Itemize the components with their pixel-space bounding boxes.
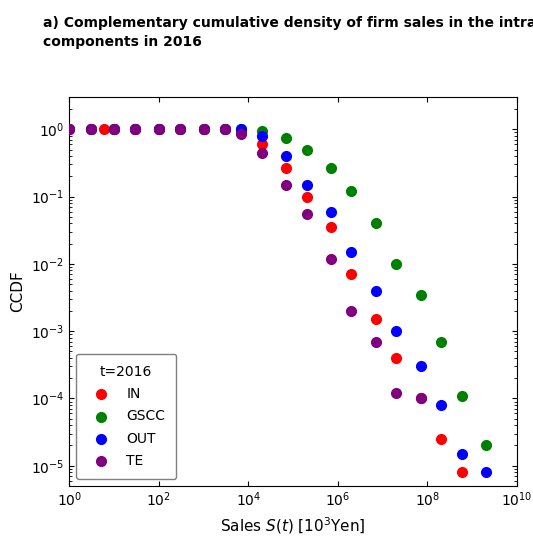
- TE: [257, 148, 266, 157]
- Legend: IN, GSCC, OUT, TE: IN, GSCC, OUT, TE: [76, 354, 176, 479]
- IN: [327, 223, 335, 232]
- IN: [416, 394, 425, 403]
- GSCC: [155, 125, 163, 133]
- OUT: [416, 362, 425, 370]
- IN: [155, 125, 163, 133]
- IN: [458, 468, 466, 477]
- TE: [155, 125, 163, 133]
- OUT: [257, 132, 266, 140]
- TE: [131, 125, 140, 133]
- TE: [282, 180, 290, 189]
- TE: [86, 125, 95, 133]
- GSCC: [416, 290, 425, 299]
- GSCC: [176, 125, 184, 133]
- Y-axis label: CCDF: CCDF: [10, 271, 26, 313]
- IN: [237, 128, 246, 137]
- OUT: [110, 125, 118, 133]
- GSCC: [347, 187, 356, 195]
- TE: [347, 307, 356, 315]
- IN: [110, 125, 118, 133]
- OUT: [347, 248, 356, 256]
- IN: [86, 125, 95, 133]
- TE: [302, 210, 311, 218]
- GSCC: [481, 441, 490, 450]
- GSCC: [437, 338, 445, 346]
- TE: [416, 394, 425, 403]
- X-axis label: Sales $S(t)$ [$10^3$Yen]: Sales $S(t)$ [$10^3$Yen]: [220, 515, 366, 536]
- OUT: [392, 327, 400, 335]
- IN: [347, 270, 356, 279]
- TE: [392, 389, 400, 397]
- TE: [372, 338, 380, 346]
- IN: [65, 125, 74, 133]
- Text: a) Complementary cumulative density of firm sales in the intra-
components in 20: a) Complementary cumulative density of f…: [43, 16, 533, 49]
- GSCC: [302, 145, 311, 154]
- OUT: [237, 125, 246, 133]
- GSCC: [257, 126, 266, 135]
- GSCC: [86, 125, 95, 133]
- OUT: [131, 125, 140, 133]
- OUT: [302, 180, 311, 189]
- OUT: [221, 125, 229, 133]
- OUT: [437, 401, 445, 409]
- OUT: [481, 468, 490, 477]
- OUT: [199, 125, 208, 133]
- IN: [302, 192, 311, 201]
- IN: [176, 125, 184, 133]
- GSCC: [199, 125, 208, 133]
- OUT: [372, 286, 380, 295]
- IN: [257, 140, 266, 149]
- GSCC: [221, 125, 229, 133]
- GSCC: [372, 219, 380, 228]
- GSCC: [327, 163, 335, 172]
- TE: [221, 125, 229, 133]
- GSCC: [110, 125, 118, 133]
- IN: [199, 125, 208, 133]
- GSCC: [65, 125, 74, 133]
- GSCC: [131, 125, 140, 133]
- IN: [100, 125, 108, 133]
- TE: [65, 125, 74, 133]
- TE: [237, 130, 246, 138]
- IN: [437, 435, 445, 443]
- TE: [327, 254, 335, 263]
- IN: [221, 125, 229, 133]
- GSCC: [392, 260, 400, 268]
- IN: [282, 163, 290, 172]
- GSCC: [458, 392, 466, 400]
- OUT: [176, 125, 184, 133]
- IN: [392, 354, 400, 362]
- OUT: [86, 125, 95, 133]
- IN: [131, 125, 140, 133]
- OUT: [327, 207, 335, 216]
- GSCC: [237, 125, 246, 133]
- OUT: [458, 450, 466, 458]
- TE: [176, 125, 184, 133]
- IN: [372, 315, 380, 323]
- GSCC: [282, 133, 290, 142]
- OUT: [282, 152, 290, 160]
- TE: [110, 125, 118, 133]
- OUT: [155, 125, 163, 133]
- TE: [199, 125, 208, 133]
- OUT: [65, 125, 74, 133]
